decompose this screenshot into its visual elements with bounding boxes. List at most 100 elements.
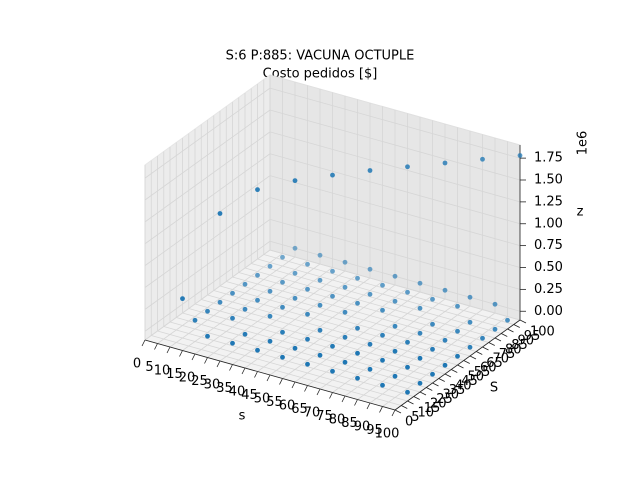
y-tick xyxy=(463,360,470,364)
point xyxy=(330,268,335,274)
y-tick xyxy=(419,391,427,396)
y-tick-label: 85 xyxy=(511,338,528,353)
x-tick xyxy=(204,357,208,364)
point xyxy=(242,331,248,337)
grid-line xyxy=(244,267,496,339)
point xyxy=(230,340,235,346)
point xyxy=(355,275,360,281)
point xyxy=(380,282,385,288)
z-tick-label: 0.25 xyxy=(534,282,563,297)
y-tick-label: 40 xyxy=(455,379,472,394)
grid-line xyxy=(269,87,521,159)
x-tick-label: 65 xyxy=(291,402,308,417)
x-tick xyxy=(154,343,158,350)
point xyxy=(492,301,498,307)
point xyxy=(392,323,398,329)
grid-line xyxy=(144,219,271,310)
point xyxy=(367,266,373,272)
point xyxy=(417,305,423,311)
point xyxy=(505,317,510,323)
x-tick xyxy=(291,381,296,389)
point xyxy=(317,302,323,308)
point xyxy=(517,153,523,158)
point xyxy=(230,290,235,296)
x-tick-label: 5 xyxy=(145,360,153,375)
x-tick-label: 90 xyxy=(354,420,371,435)
grid-line xyxy=(163,326,414,397)
y-tick xyxy=(407,400,414,405)
point xyxy=(342,259,348,265)
point xyxy=(280,329,285,335)
point xyxy=(230,315,235,321)
grid-line xyxy=(269,197,521,268)
y-tick xyxy=(501,333,508,337)
x-tick-label: 75 xyxy=(316,409,333,424)
grid-line xyxy=(144,131,271,223)
z-tick-label: 1.00 xyxy=(534,216,563,231)
x-tick-label: 15 xyxy=(166,367,183,382)
point xyxy=(380,357,385,363)
point xyxy=(430,321,435,327)
y-tick-label: 30 xyxy=(443,388,460,403)
point xyxy=(480,156,485,162)
point xyxy=(430,346,435,352)
y-tick-label: 65 xyxy=(486,356,503,371)
point xyxy=(455,353,460,359)
point xyxy=(267,313,273,319)
z-tick-label: 1.25 xyxy=(534,194,563,209)
point xyxy=(442,337,448,343)
grid-line xyxy=(232,276,483,348)
point xyxy=(292,178,298,184)
point xyxy=(330,293,335,299)
point xyxy=(317,277,323,283)
grid-line xyxy=(144,87,271,179)
x-tick-label: 50 xyxy=(254,392,271,407)
z-tick-label: 0.75 xyxy=(534,238,563,253)
point xyxy=(342,334,348,340)
point xyxy=(217,211,223,216)
point xyxy=(355,350,360,356)
point xyxy=(430,296,435,302)
x-tick xyxy=(179,350,183,357)
point xyxy=(292,345,298,351)
y-tick xyxy=(444,373,452,378)
x-tick xyxy=(141,339,146,347)
x-tick-label: 55 xyxy=(266,395,283,410)
y-tick xyxy=(457,364,464,369)
grid-line xyxy=(176,317,427,388)
point xyxy=(392,273,398,279)
point xyxy=(280,304,285,310)
point xyxy=(380,332,385,338)
point xyxy=(380,382,385,388)
point xyxy=(392,298,398,304)
grid-line xyxy=(151,335,402,406)
y-tick xyxy=(507,328,514,333)
z-tick-label: 1.75 xyxy=(534,151,563,166)
y-tick xyxy=(494,337,502,342)
grid-line xyxy=(263,254,514,325)
point xyxy=(205,333,210,339)
point xyxy=(255,272,260,278)
grid-line xyxy=(226,281,477,352)
x-tick xyxy=(354,399,358,406)
x-tick xyxy=(379,406,383,413)
point xyxy=(330,343,335,349)
x-tick xyxy=(241,367,246,375)
point xyxy=(280,254,285,260)
x-tick xyxy=(166,346,171,354)
point xyxy=(442,287,448,293)
grid-line xyxy=(207,294,458,366)
point xyxy=(242,281,248,287)
point xyxy=(442,362,448,368)
y-tick xyxy=(426,387,433,391)
z-tick-label: 0.50 xyxy=(534,260,563,275)
grid-line xyxy=(213,290,464,361)
grid-line xyxy=(269,218,521,290)
y-tick xyxy=(476,351,483,355)
point xyxy=(355,325,360,331)
point xyxy=(305,311,310,317)
grid-line xyxy=(144,109,271,201)
z-offset-label: 1e6 xyxy=(576,131,591,156)
y-tick xyxy=(451,369,458,373)
grid-line xyxy=(251,263,502,334)
